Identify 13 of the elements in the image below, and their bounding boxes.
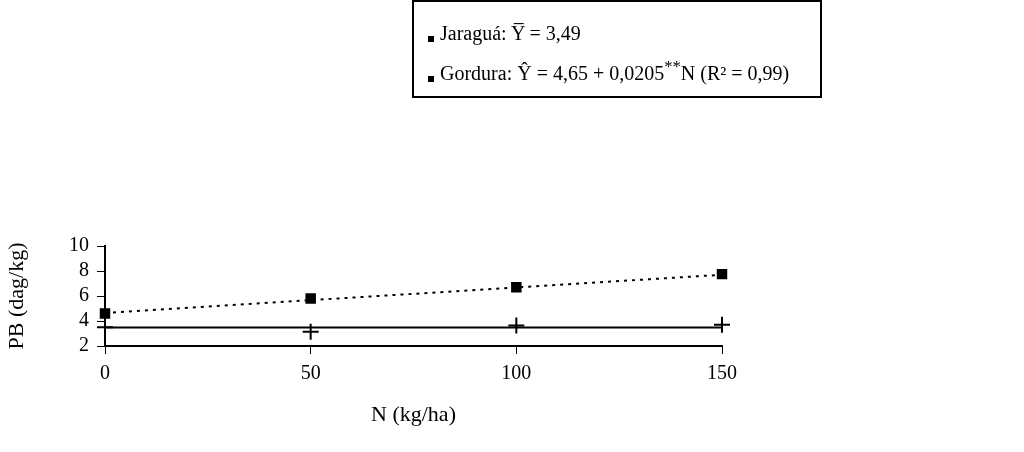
legend-label: Jaraguá: Y̅ = 3,49: [440, 21, 581, 47]
x-tick-label: 0: [100, 361, 110, 384]
x-axis-title: N (kg/ha): [371, 400, 456, 426]
y-tick-label: 4: [79, 308, 89, 331]
y-tick-label: 8: [79, 258, 89, 281]
x-tick-label: 100: [501, 361, 532, 384]
x-tick-label: 150: [707, 361, 737, 384]
x-tick-label: 50: [300, 361, 321, 384]
y-tick-label: 6: [79, 283, 89, 306]
legend-label: Gordura: Ŷ = 4,65 + 0,0205$^{**}$N (R² = 0,99): [440, 56, 790, 87]
y-tick-label: 10: [69, 233, 89, 256]
y-tick-label: 2: [79, 333, 89, 356]
y-axis-title: PB (dag/kg): [2, 242, 28, 350]
